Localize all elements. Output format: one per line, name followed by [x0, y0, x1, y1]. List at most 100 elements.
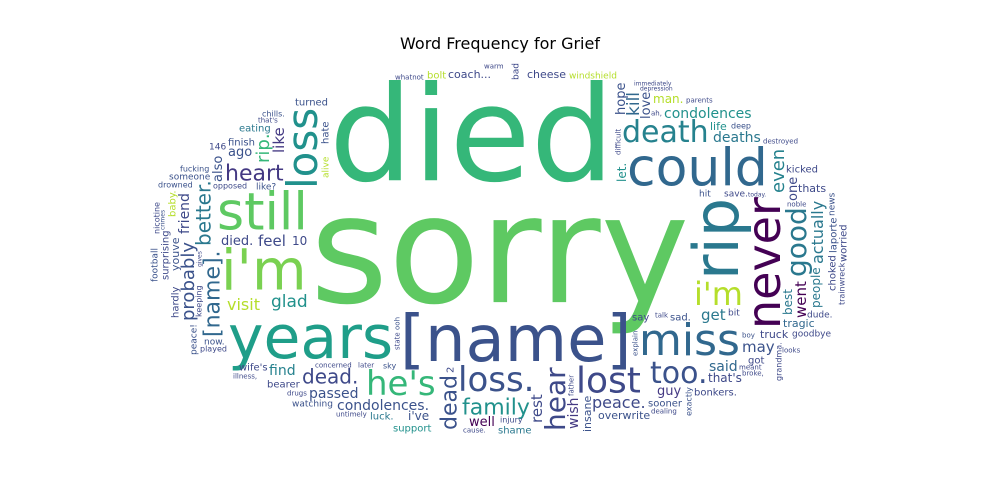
word-29: kill [624, 92, 644, 116]
word-12: lost [576, 361, 641, 402]
word-150: that's [258, 117, 278, 125]
word-49: guy [657, 384, 681, 399]
word-39: like [270, 127, 288, 153]
word-143: later [358, 362, 374, 370]
word-56: man. [653, 92, 683, 106]
word-42: deaths [713, 130, 761, 146]
word-44: find [269, 363, 296, 379]
word-136: untimely [336, 411, 367, 419]
word-20: [name]. [200, 250, 225, 337]
word-54: also [211, 156, 226, 182]
word-131: parents [686, 97, 713, 105]
word-3: rip [680, 198, 753, 280]
word-95: bad [511, 63, 521, 80]
word-69: sad. [670, 312, 691, 323]
word-9: miss [639, 315, 740, 366]
word-92: worried [838, 224, 849, 262]
word-107: keeping [194, 285, 203, 317]
word-113: sky [383, 361, 397, 370]
word-85: finish [228, 137, 255, 148]
word-125: explain [632, 331, 640, 356]
word-83: shame [498, 425, 532, 436]
word-15: i'm [694, 275, 743, 313]
word-31: peace. [592, 393, 646, 412]
word-71: 10 [292, 234, 307, 248]
word-75: turned [295, 97, 328, 108]
word-1: died [329, 58, 614, 212]
word-96: alive [321, 156, 331, 178]
word-146: state [394, 332, 402, 350]
word-138: today. [748, 192, 766, 199]
word-140: destroyed [763, 138, 798, 146]
word-78: bearer [267, 379, 301, 390]
word-67: cheese [527, 68, 566, 81]
word-137: warm [484, 63, 504, 71]
word-106: goodbye [792, 329, 831, 339]
word-142: difficult [615, 129, 623, 155]
word-144: ah, [651, 110, 662, 118]
word-65: tragic [783, 317, 815, 330]
word-22: family [462, 395, 530, 420]
word-151: cause. [463, 427, 486, 435]
word-141: talk [655, 312, 669, 320]
word-130: depression [640, 86, 673, 93]
word-21: heart [225, 161, 284, 186]
word-17: good [780, 207, 813, 277]
word-38: may [742, 338, 775, 356]
word-120: peace! [189, 324, 199, 355]
word-117: exactly [684, 387, 693, 416]
word-60: i've [408, 409, 429, 423]
word-100: now. [204, 337, 225, 347]
word-109: nicotine [152, 202, 161, 234]
word-34: condolences. [337, 398, 429, 414]
word-70: insane [581, 396, 594, 432]
word-124: boy [742, 332, 755, 340]
word-123: drugs [287, 390, 307, 398]
word-25: probably [178, 242, 199, 321]
word-0: sorry [310, 164, 689, 338]
word-132: concerned [315, 362, 352, 370]
word-86: kicked [786, 164, 818, 175]
word-114: drowned [158, 180, 193, 189]
word-59: that's [708, 371, 742, 385]
word-129: meant [739, 364, 762, 372]
word-13: he's [366, 364, 436, 404]
word-105: watching [292, 399, 333, 409]
word-5: i'm [221, 238, 307, 303]
word-41: passed [309, 386, 359, 402]
word-73: hate [320, 121, 331, 144]
word-108: grandma. [774, 342, 783, 381]
word-63: coach... [448, 68, 491, 81]
word-27: even [768, 149, 789, 193]
word-35: condolences [664, 106, 752, 122]
word-48: died. [221, 234, 253, 249]
word-119: opposed [213, 181, 247, 190]
word-148: broke, [742, 370, 764, 378]
word-50: ago [228, 145, 252, 160]
word-37: feel [258, 232, 286, 250]
word-112: injury [500, 415, 523, 424]
word-33: went [792, 281, 810, 318]
word-24: dead. [302, 365, 358, 389]
word-133: noble [787, 201, 806, 209]
word-52: love [639, 92, 654, 119]
word-55: one [786, 177, 801, 201]
word-80: wife's [239, 362, 268, 373]
word-28: glad [271, 292, 308, 312]
word-149: immediately [634, 81, 672, 88]
word-30: actually [808, 201, 827, 264]
chart-title: Word Frequency for Grief [400, 34, 600, 53]
word-103: save. [724, 189, 748, 199]
word-64: overwrite [598, 409, 650, 422]
word-58: let. [615, 163, 629, 182]
word-32: visit [227, 295, 260, 314]
word-61: truck [760, 328, 789, 341]
word-128: crimes [160, 210, 167, 230]
word-104: news [827, 192, 837, 216]
word-57: people [809, 267, 823, 308]
word-77: eating [239, 123, 271, 134]
word-127: father [568, 375, 576, 396]
word-87: choked [827, 255, 838, 291]
word-110: played [200, 344, 227, 353]
